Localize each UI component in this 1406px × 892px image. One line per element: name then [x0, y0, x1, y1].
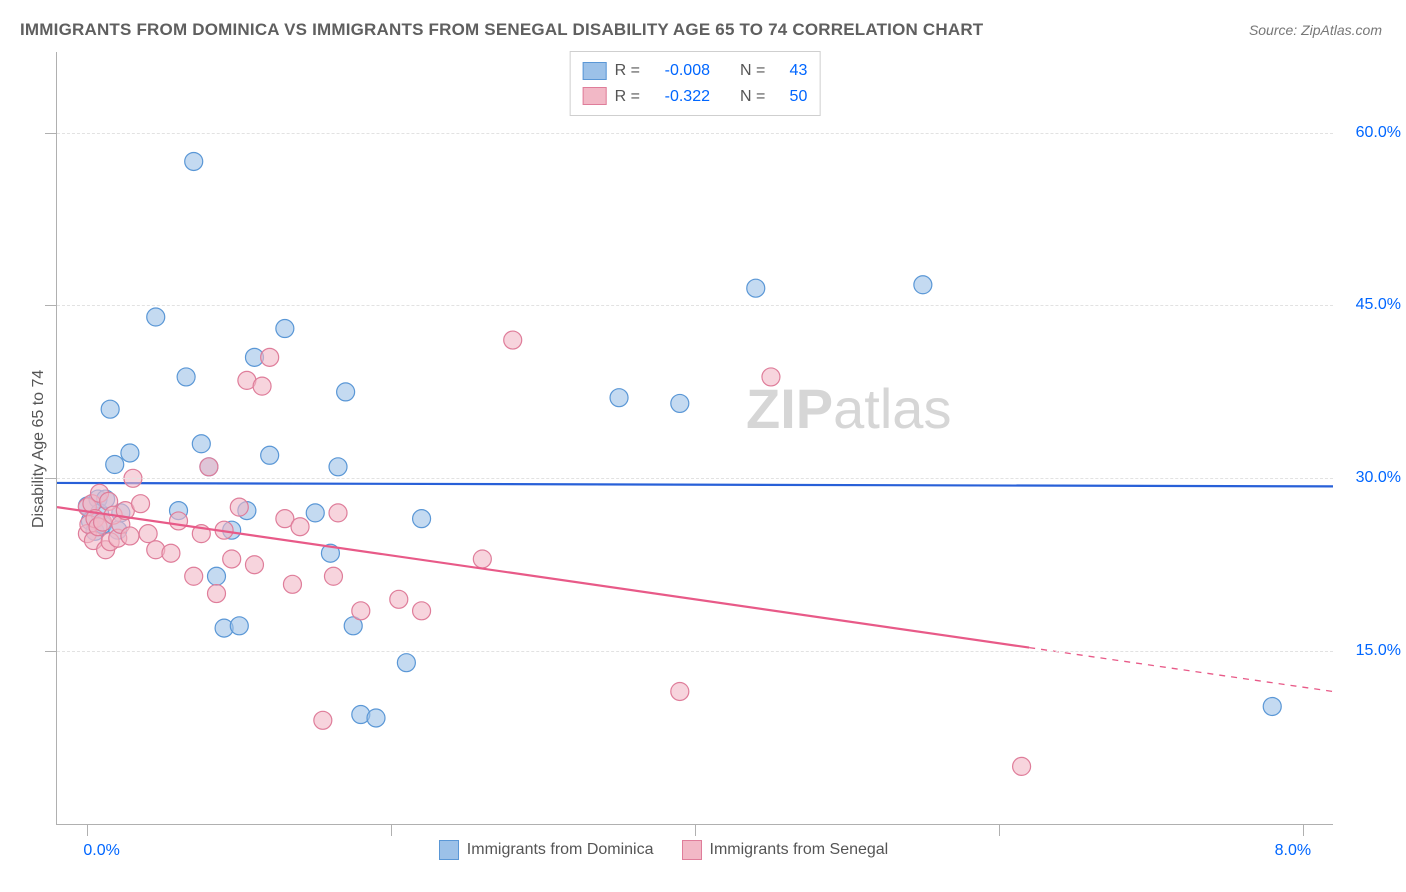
data-point [261, 348, 279, 366]
trendline [57, 483, 1333, 486]
data-point [329, 458, 347, 476]
data-point [324, 567, 342, 585]
data-point [101, 400, 119, 418]
data-point [1013, 757, 1031, 775]
data-point [504, 331, 522, 349]
legend-label: Immigrants from Dominica [467, 841, 654, 858]
plot-area: ZIPatlas R =-0.008N =43R =-0.322N =50 15… [56, 52, 1333, 825]
data-point [177, 368, 195, 386]
x-axis-max-label: 8.0% [1275, 842, 1311, 860]
n-value: 50 [773, 84, 807, 110]
data-point [253, 377, 271, 395]
stats-legend-row: R = -0.008 N = 43 [583, 58, 808, 84]
data-point [367, 709, 385, 727]
y-tick-label: 30.0% [1356, 469, 1401, 487]
r-prefix: R = [615, 58, 640, 84]
data-point [121, 527, 139, 545]
legend-item: Immigrants from Senegal [682, 840, 889, 860]
data-point [314, 711, 332, 729]
y-tick-label: 45.0% [1356, 296, 1401, 314]
n-prefix: N = [740, 58, 765, 84]
r-value: -0.008 [648, 58, 710, 84]
data-point [208, 585, 226, 603]
data-point [473, 550, 491, 568]
data-point [230, 498, 248, 516]
x-tick [999, 824, 1000, 836]
data-point [413, 602, 431, 620]
stats-legend-row: R = -0.322 N = 50 [583, 84, 808, 110]
data-point [230, 617, 248, 635]
data-point [192, 435, 210, 453]
data-point [306, 504, 324, 522]
data-point [329, 504, 347, 522]
stats-legend: R = -0.008 N = 43 R = -0.322 N = 50 [570, 51, 821, 116]
chart-title: IMMIGRANTS FROM DOMINICA VS IMMIGRANTS F… [20, 20, 983, 40]
gridline [57, 133, 1333, 134]
data-point [1263, 697, 1281, 715]
data-point [337, 383, 355, 401]
x-tick [1303, 824, 1304, 836]
source-attribution: Source: ZipAtlas.com [1249, 22, 1382, 38]
data-point [914, 276, 932, 294]
source-site: ZipAtlas.com [1301, 22, 1382, 38]
data-point [185, 567, 203, 585]
gridline [57, 305, 1333, 306]
data-point [261, 446, 279, 464]
y-tick-label: 15.0% [1356, 642, 1401, 660]
legend-swatch [583, 87, 607, 105]
data-point [185, 152, 203, 170]
x-tick [87, 824, 88, 836]
n-value: 43 [773, 58, 807, 84]
data-point [283, 575, 301, 593]
x-axis-min-label: 0.0% [83, 842, 119, 860]
y-axis-label: Disability Age 65 to 74 [30, 370, 48, 528]
data-point [121, 444, 139, 462]
data-point [200, 458, 218, 476]
x-tick [391, 824, 392, 836]
legend-swatch [682, 840, 702, 860]
data-point [276, 320, 294, 338]
data-point [671, 682, 689, 700]
data-point [291, 518, 309, 536]
data-point [671, 394, 689, 412]
trendline-extrapolated [1029, 648, 1333, 692]
gridline [57, 651, 1333, 652]
legend-swatch [439, 840, 459, 860]
data-point [397, 654, 415, 672]
data-point [162, 544, 180, 562]
r-prefix: R = [615, 84, 640, 110]
plot-svg [57, 52, 1333, 824]
y-tick [45, 305, 57, 306]
y-tick-label: 60.0% [1356, 124, 1401, 142]
data-point [132, 495, 150, 513]
legend-label: Immigrants from Senegal [710, 841, 889, 858]
data-point [106, 456, 124, 474]
y-tick [45, 651, 57, 652]
data-point [413, 510, 431, 528]
data-point [390, 590, 408, 608]
data-point [147, 308, 165, 326]
y-tick [45, 133, 57, 134]
data-point [223, 550, 241, 568]
n-prefix: N = [740, 84, 765, 110]
source-prefix: Source: [1249, 22, 1301, 38]
data-point [352, 602, 370, 620]
data-point [245, 556, 263, 574]
legend-item: Immigrants from Dominica [439, 840, 654, 860]
data-point [208, 567, 226, 585]
legend-swatch [583, 62, 607, 80]
x-tick [695, 824, 696, 836]
gridline [57, 478, 1333, 479]
data-point [747, 279, 765, 297]
data-point [170, 512, 188, 530]
series-legend: Immigrants from Dominica Immigrants from … [439, 840, 888, 860]
r-value: -0.322 [648, 84, 710, 110]
data-point [762, 368, 780, 386]
data-point [610, 389, 628, 407]
data-point [139, 525, 157, 543]
